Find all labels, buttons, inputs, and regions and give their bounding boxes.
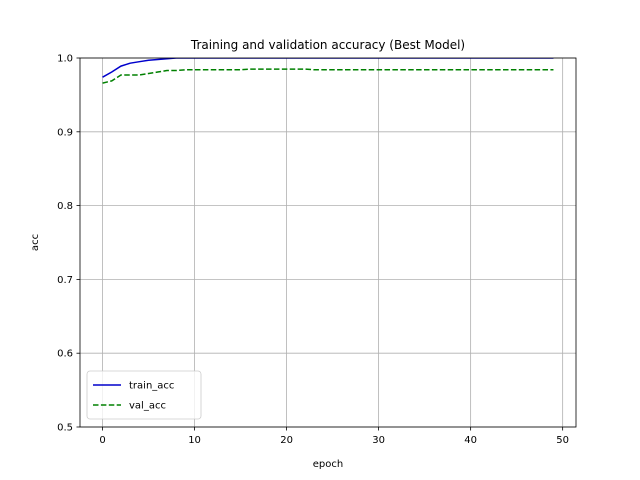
y-axis-label: acc — [30, 234, 41, 251]
plot-frame — [79, 57, 577, 428]
x-tick-label: 30 — [372, 435, 385, 446]
x-tick-label: 20 — [280, 435, 293, 446]
chart-title: Training and validation accuracy (Best M… — [190, 38, 465, 52]
x-axis-label: epoch — [313, 459, 343, 470]
x-tick-label: 10 — [188, 435, 201, 446]
legend-box — [86, 370, 202, 420]
legend-label: train_acc — [129, 381, 174, 392]
y-tick-label: 0.5 — [57, 423, 73, 434]
x-tick-label: 0 — [99, 435, 105, 446]
legend-label: val_acc — [129, 401, 166, 412]
grid — [80, 57, 576, 428]
ticks: 0 10 20 30 40 50 0.5 0.6 0.7 0.8 0.9 1.0 — [57, 54, 569, 447]
y-tick-label: 0.9 — [57, 127, 73, 138]
x-tick-label: 40 — [464, 435, 477, 446]
y-tick-label: 1.0 — [57, 54, 73, 65]
x-tick-label: 50 — [556, 435, 569, 446]
y-tick-label: 0.6 — [57, 349, 73, 360]
y-tick-label: 0.8 — [57, 201, 73, 212]
y-tick-label: 0.7 — [57, 275, 73, 286]
legend: train_acc val_acc — [86, 370, 202, 420]
